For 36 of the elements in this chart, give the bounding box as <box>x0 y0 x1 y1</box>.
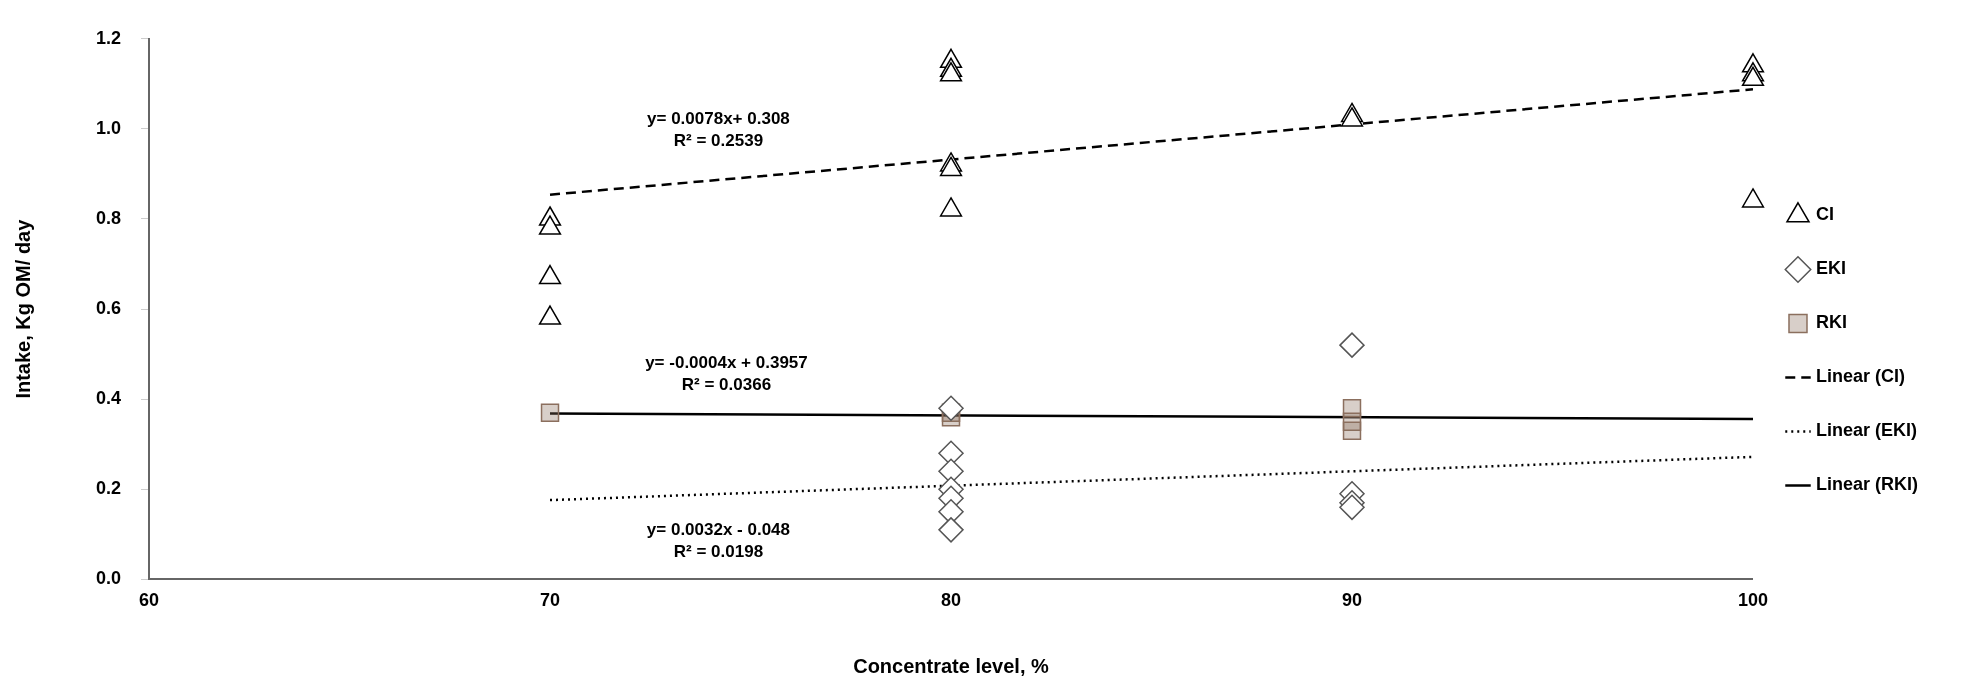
y-tick-label: 0.0 <box>95 568 122 589</box>
point <box>938 395 964 421</box>
point <box>1340 107 1364 127</box>
annotation: y= -0.0004x + 0.3957 R² = 0.0366 <box>645 352 808 394</box>
y-tick-label: 0.8 <box>95 207 122 228</box>
y-tick-label: 0.2 <box>95 478 122 499</box>
annotation: y= 0.0032x - 0.048 R² = 0.0198 <box>646 520 791 562</box>
legend-label: CI <box>1815 204 1834 225</box>
legend-label: EKI <box>1815 258 1847 279</box>
y-tick-label: 1.2 <box>95 27 122 48</box>
point <box>939 62 963 82</box>
x-tick-label: 80 <box>940 590 962 611</box>
legend-label: Linear (EKI) <box>1815 420 1918 441</box>
x-tick-label: 100 <box>1737 590 1769 611</box>
point <box>538 305 562 325</box>
point <box>1339 494 1365 521</box>
legend-label: Linear (RKI) <box>1815 474 1919 495</box>
x-tick-label: 70 <box>540 590 561 611</box>
point <box>540 403 560 422</box>
y-axis-title: Intake, Kg OM/ day <box>11 218 34 399</box>
annotation: y= 0.0078x+ 0.308 R² = 0.2539 <box>647 109 790 151</box>
legend-label: Linear (CI) <box>1815 366 1906 387</box>
point <box>939 156 963 177</box>
point <box>538 264 562 285</box>
x-tick-label: 60 <box>139 590 160 611</box>
x-tick-label: 90 <box>1341 590 1363 611</box>
y-tick-label: 0.4 <box>95 388 122 409</box>
legend-label: RKI <box>1815 312 1847 333</box>
y-tick-label: 1.0 <box>95 117 122 138</box>
point <box>1342 421 1362 440</box>
x-axis-title: Concentrate level, % <box>853 654 1050 677</box>
point <box>1741 188 1765 208</box>
point <box>1741 66 1765 87</box>
point <box>538 215 562 235</box>
point <box>939 197 963 217</box>
y-tick-label: 0.6 <box>95 298 122 319</box>
